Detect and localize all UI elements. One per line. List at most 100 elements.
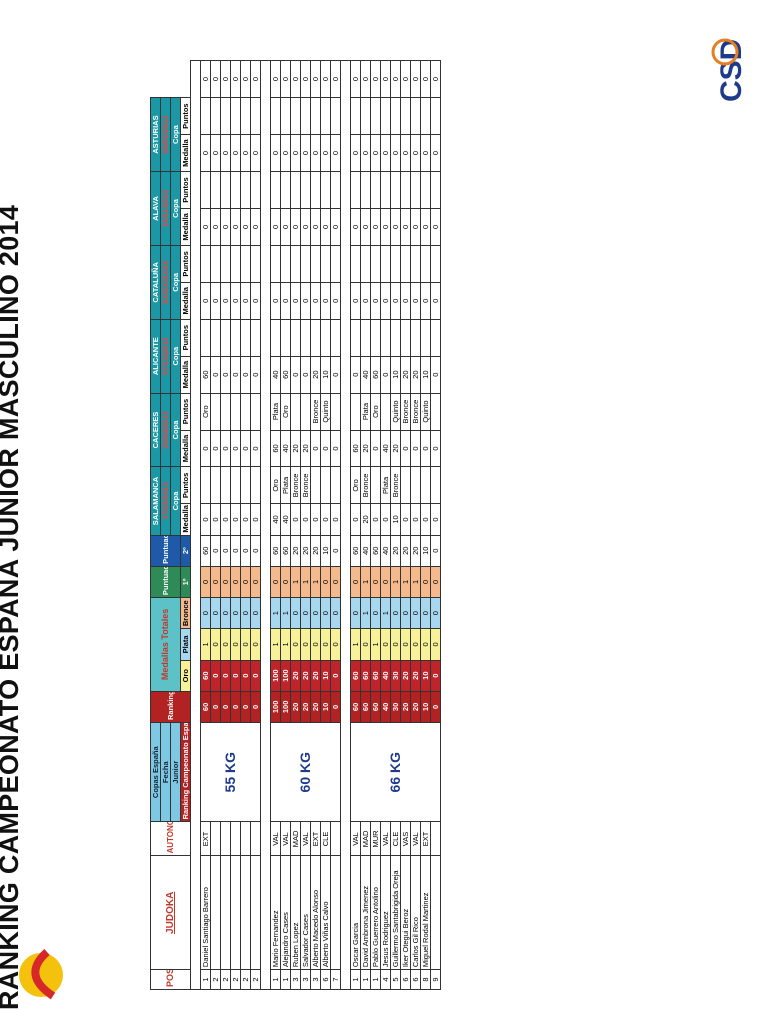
bronce-count: 0 — [370, 566, 381, 598]
event-puntos: 0 — [330, 134, 341, 172]
event-puntos: 0 — [210, 208, 221, 246]
event-medalla: Plata — [280, 466, 291, 504]
judoka-name: Daniel Santiago Barrero — [200, 856, 211, 970]
ranking-campeonato-value: 60 — [370, 691, 381, 723]
event-puntos: 0 — [310, 134, 321, 172]
header-oro: Oro — [180, 660, 191, 692]
event-puntos: 10 — [390, 356, 401, 394]
ranking-copas-value: 0 — [240, 660, 251, 692]
event-medalla: Bronce — [390, 466, 401, 504]
position-cell: 6 — [410, 969, 421, 990]
puntuacion-2-value: 0 — [250, 503, 261, 536]
event-puntos: 0 — [420, 60, 431, 98]
autonomia-cell: MAD — [360, 821, 371, 856]
table-row: 4 Jesus Rodriguez VAL 40 40 0 1 0 40 0 Plata 40 0 0 0 0… — [380, 60, 391, 990]
header-event-date: 17/03/2013 — [160, 466, 171, 536]
judoka-name: Guillermo Santabrigida Oreja — [390, 856, 401, 970]
event-medalla — [220, 97, 231, 135]
event-medalla — [360, 171, 371, 209]
event-medalla — [280, 97, 291, 135]
event-puntos: 0 — [360, 134, 371, 172]
event-puntos: 0 — [430, 208, 441, 246]
event-puntos: 0 — [290, 282, 301, 320]
autonomia-cell: VAL — [300, 821, 311, 856]
header-medalla: Medalla — [180, 282, 191, 320]
event-puntos: 0 — [400, 430, 411, 467]
event-medalla — [380, 171, 391, 209]
plata-count: 0 — [240, 597, 251, 629]
event-puntos: 0 — [420, 208, 431, 246]
position-cell: 3 — [300, 969, 311, 990]
event-puntos: 0 — [250, 356, 261, 394]
event-puntos: 0 — [330, 60, 341, 98]
event-puntos: 0 — [300, 356, 311, 394]
event-puntos: 0 — [220, 134, 231, 172]
event-medalla — [430, 171, 441, 209]
event-puntos: 0 — [400, 208, 411, 246]
header-bronce: Bronce — [180, 597, 191, 629]
puntuacion-2-value: 0 — [240, 503, 251, 536]
event-puntos: 10 — [420, 356, 431, 394]
puntuacion-2-value: 0 — [410, 503, 421, 536]
autonomia-cell: EXT — [200, 821, 211, 856]
plata-count: 0 — [410, 597, 421, 629]
event-medalla: Quinto — [390, 393, 401, 431]
event-puntos: 0 — [210, 60, 221, 98]
ranking-campeonato-value: 20 — [400, 691, 411, 723]
header-medalla: Medalla — [180, 503, 191, 536]
autonomia-cell: CLE — [320, 821, 331, 856]
puntuacion-1-value: 20 — [300, 535, 311, 567]
header-event-date: XX/XX/XXXX — [160, 245, 171, 320]
event-puntos: 0 — [210, 430, 221, 467]
puntuacion-2-value: 0 — [430, 503, 441, 536]
event-puntos: 0 — [230, 282, 241, 320]
event-medalla — [430, 319, 441, 357]
page-title: RANKING CAMPEONATO ESPAÑA JUNIOR MASCULI… — [0, 204, 24, 1010]
table-row: 3 Ruben Lopez MAD 20 20 0 0 1 20 0 Bronce 20 0 0 0 0 0 — [290, 60, 301, 990]
ranking-campeonato-value: 0 — [430, 691, 441, 723]
puntuacion-1-value: 20 — [390, 535, 401, 567]
event-puntos: 0 — [250, 282, 261, 320]
puntuacion-1-value: 0 — [230, 535, 241, 567]
ranking-copas-value: 60 — [370, 660, 381, 692]
table-row: 1 Oscar Garcia VAL 66 KG 60 60 1 0 0 60 0 Oro 60 0 0 0 0… — [350, 60, 441, 990]
event-medalla — [270, 319, 281, 357]
bronce-count: 1 — [390, 566, 401, 598]
bronce-count: 0 — [200, 566, 211, 598]
event-medalla — [400, 466, 411, 504]
event-medalla — [200, 245, 211, 283]
event-puntos: 0 — [240, 430, 251, 467]
event-medalla — [230, 319, 241, 357]
event-puntos: 0 — [330, 430, 341, 467]
event-medalla — [410, 245, 421, 283]
autonomia-cell: VAL — [410, 821, 421, 856]
event-medalla — [350, 245, 361, 283]
ranking-copas-value: 20 — [410, 660, 421, 692]
event-puntos: 0 — [350, 208, 361, 246]
header-medalla: Medalla — [180, 430, 191, 467]
judoka-name: Jesus Rodriguez — [380, 856, 391, 970]
bronce-count: 0 — [430, 566, 441, 598]
table-row: 6 Carlos Gil Rico VAL 20 20 0 0 1 20 0 0 Bronce 20 0 0… — [410, 60, 421, 990]
plata-count: 1 — [270, 597, 281, 629]
header-event-date: 16/11/2013 — [160, 171, 171, 246]
event-medalla — [400, 97, 411, 135]
plata-count: 0 — [370, 597, 381, 629]
ranking-copas-value: 40 — [380, 660, 391, 692]
event-medalla — [230, 393, 241, 431]
event-medalla — [300, 393, 311, 431]
event-puntos: 0 — [280, 282, 291, 320]
event-medalla — [430, 393, 441, 431]
event-puntos: 0 — [430, 430, 441, 467]
header-event-type: Copa — [170, 319, 181, 394]
oro-count: 0 — [380, 628, 391, 661]
event-puntos: 0 — [370, 282, 381, 320]
header-puntos: Puntos — [180, 97, 191, 135]
event-puntos: 0 — [320, 134, 331, 172]
event-medalla — [380, 245, 391, 283]
event-medalla — [220, 466, 231, 504]
oro-count: 1 — [200, 628, 211, 661]
event-puntos: 0 — [210, 356, 221, 394]
header-event-type: Copa — [170, 466, 181, 536]
